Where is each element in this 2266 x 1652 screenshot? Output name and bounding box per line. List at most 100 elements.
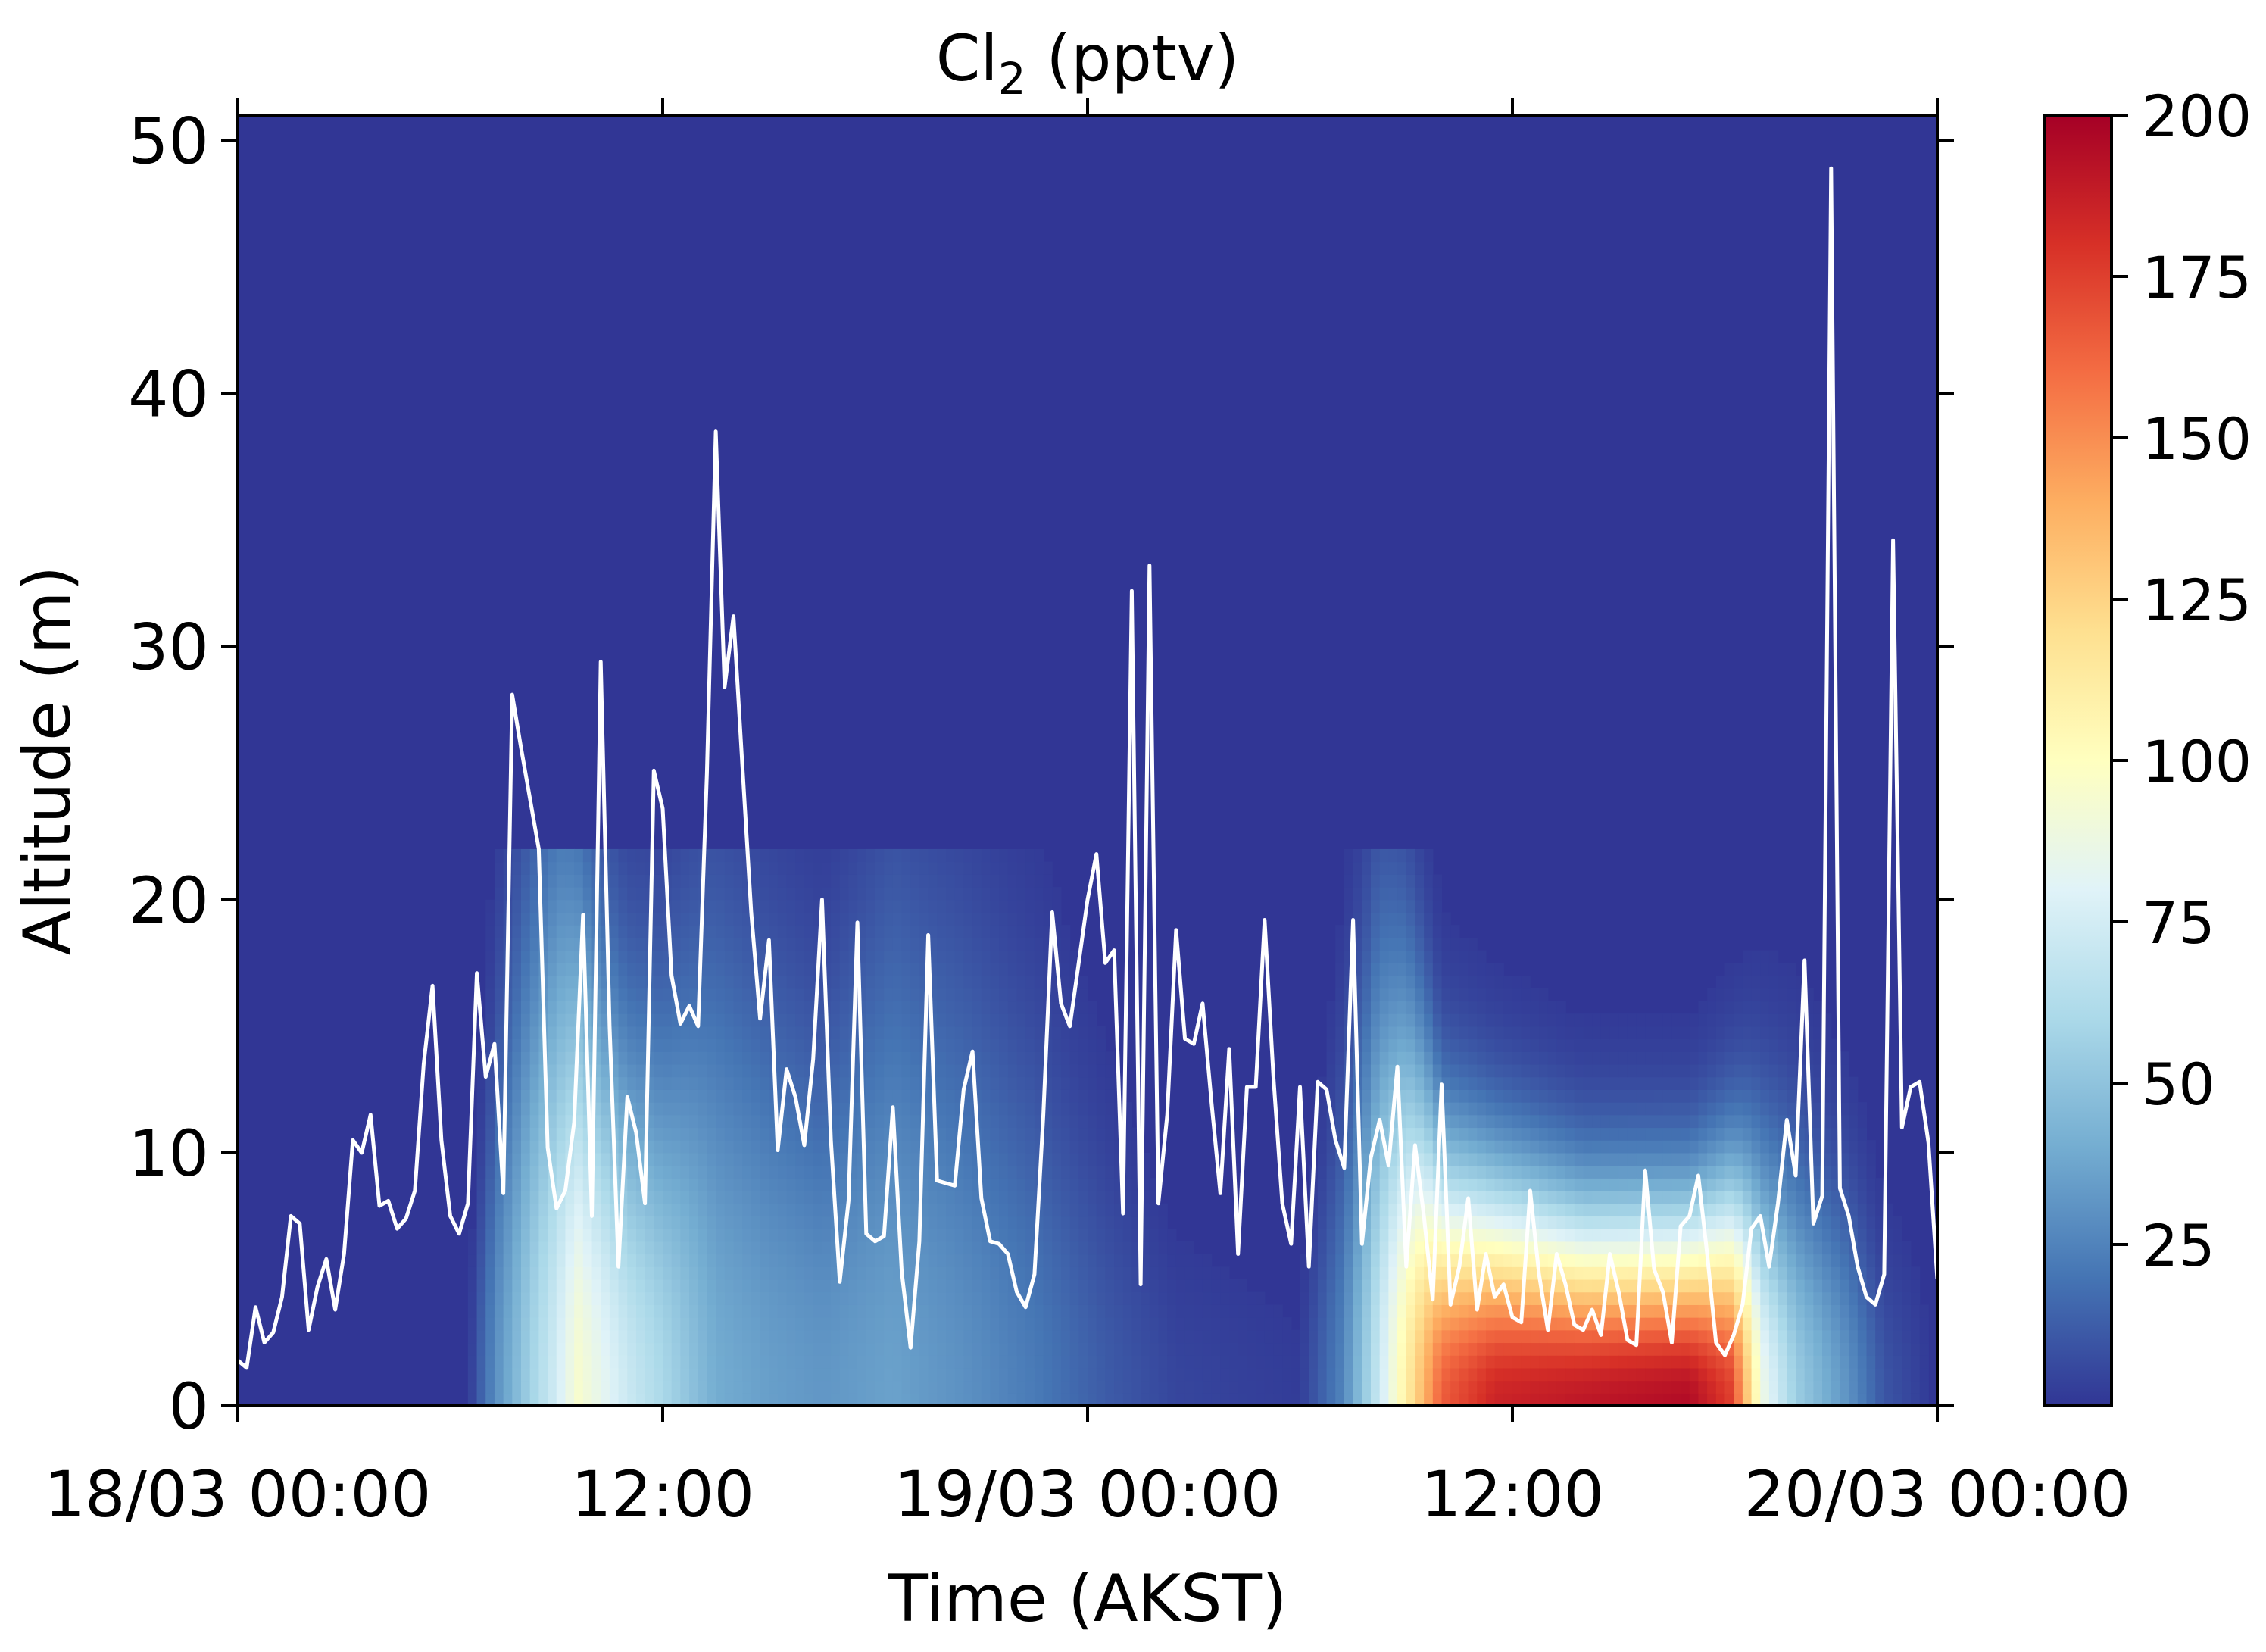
heatmap-cell	[1335, 925, 1345, 938]
heatmap-cell	[1007, 1367, 1018, 1382]
heatmap-cell	[1016, 1102, 1026, 1116]
heatmap-cell	[1424, 1178, 1434, 1191]
heatmap-cell	[671, 1140, 681, 1154]
heatmap-cell	[716, 1165, 726, 1179]
heatmap-cell	[1105, 1140, 1115, 1154]
heatmap-cell	[1114, 1216, 1124, 1229]
heatmap-cell	[582, 1241, 593, 1255]
heatmap-cell	[1681, 1355, 1690, 1369]
heatmap-cell	[972, 1380, 982, 1394]
heatmap-cell	[839, 1178, 850, 1191]
heatmap-cell	[1105, 1076, 1115, 1090]
heatmap-cell	[1060, 1063, 1071, 1078]
heatmap-cell	[1468, 1355, 1478, 1369]
heatmap-cell	[919, 861, 929, 875]
heatmap-cell	[1114, 1317, 1124, 1331]
heatmap-cell	[1105, 1329, 1115, 1344]
heatmap-cell	[698, 1216, 708, 1229]
heatmap-cell	[1600, 1076, 1611, 1090]
heatmap-cell	[716, 1178, 726, 1191]
heatmap-cell	[1344, 1254, 1354, 1267]
heatmap-cell	[556, 1051, 566, 1065]
heatmap-cell	[1618, 1102, 1628, 1116]
heatmap-cell	[1273, 1304, 1283, 1318]
heatmap-cell	[724, 1329, 735, 1344]
heatmap-cell	[1547, 1076, 1558, 1090]
heatmap-cell	[716, 1038, 726, 1052]
heatmap-cell	[1609, 1013, 1619, 1027]
heatmap-cell	[1600, 1241, 1611, 1255]
heatmap-cell	[786, 848, 796, 863]
heatmap-cell	[1371, 1026, 1381, 1040]
heatmap-cell	[875, 1304, 885, 1318]
heatmap-cell	[848, 874, 858, 888]
heatmap-cell	[1468, 950, 1478, 963]
heatmap-cell	[1335, 1165, 1345, 1179]
heatmap-cell	[1592, 1254, 1602, 1267]
heatmap-cell	[1583, 1380, 1593, 1394]
heatmap-cell	[548, 1089, 557, 1103]
heatmap-cell	[1600, 1102, 1611, 1116]
heatmap-cell	[1583, 1165, 1593, 1179]
heatmap-cell	[1485, 1241, 1496, 1255]
heatmap-cell	[663, 988, 673, 1002]
heatmap-cell	[654, 1304, 663, 1318]
heatmap-cell	[556, 1266, 566, 1280]
heatmap-cell	[494, 988, 504, 1002]
heatmap-cell	[1052, 1317, 1062, 1331]
heatmap-cell	[760, 1254, 769, 1267]
heatmap-cell	[591, 1393, 601, 1406]
heatmap-cell	[848, 1317, 858, 1331]
heatmap-cell	[839, 899, 850, 913]
heatmap-cell	[1317, 1229, 1328, 1242]
heatmap-cell	[548, 1216, 557, 1229]
heatmap-cell	[521, 1380, 531, 1394]
heatmap-cell	[494, 1203, 504, 1217]
heatmap-cell	[1078, 1367, 1088, 1382]
heatmap-cell	[627, 1317, 637, 1331]
heatmap-cell	[1397, 1026, 1407, 1040]
heatmap-cell	[1609, 1152, 1619, 1166]
heatmap-cell	[742, 912, 752, 926]
heatmap-cell	[1494, 1203, 1504, 1217]
heatmap-cell	[866, 1063, 876, 1078]
heatmap-cell	[751, 1140, 761, 1154]
heatmap-cell	[538, 1342, 548, 1356]
heatmap-cell	[1300, 1279, 1309, 1293]
heatmap-cell	[1671, 1089, 1681, 1103]
heatmap-cell	[742, 1102, 752, 1116]
heatmap-cell	[521, 1038, 531, 1052]
heatmap-cell	[635, 874, 646, 888]
heatmap-cell	[1512, 1178, 1522, 1191]
heatmap-cell	[1229, 1393, 1239, 1406]
heatmap-cell	[1229, 1329, 1239, 1344]
heatmap-cell	[1415, 1393, 1425, 1406]
heatmap-cell	[777, 887, 788, 901]
heatmap-cell	[654, 874, 663, 888]
heatmap-cell	[1521, 1102, 1531, 1116]
heatmap-cell	[786, 950, 796, 963]
heatmap-cell	[529, 887, 539, 901]
heatmap-cell	[946, 1001, 956, 1014]
heatmap-cell	[635, 976, 646, 989]
heatmap-cell	[786, 887, 796, 901]
heatmap-cell	[1096, 1279, 1106, 1293]
heatmap-cell	[786, 1165, 796, 1179]
heatmap-cell	[857, 1367, 867, 1382]
heatmap-cell	[1362, 988, 1372, 1002]
heatmap-cell	[742, 1367, 752, 1382]
heatmap-cell	[1698, 1380, 1708, 1394]
heatmap-cell	[928, 1279, 938, 1293]
heatmap-cell	[972, 1317, 982, 1331]
heatmap-cell	[1592, 1089, 1602, 1103]
heatmap-cell	[1264, 1329, 1275, 1344]
heatmap-cell	[910, 976, 920, 989]
heatmap-cell	[635, 1229, 646, 1242]
heatmap-cell	[1034, 1342, 1044, 1356]
heatmap-cell	[1069, 1026, 1079, 1040]
heatmap-cell	[1388, 1051, 1398, 1065]
heatmap-cell	[954, 1216, 964, 1229]
heatmap-cell	[1636, 1114, 1646, 1129]
heatmap-cell	[1494, 1216, 1504, 1229]
heatmap-cell	[1681, 1329, 1690, 1344]
